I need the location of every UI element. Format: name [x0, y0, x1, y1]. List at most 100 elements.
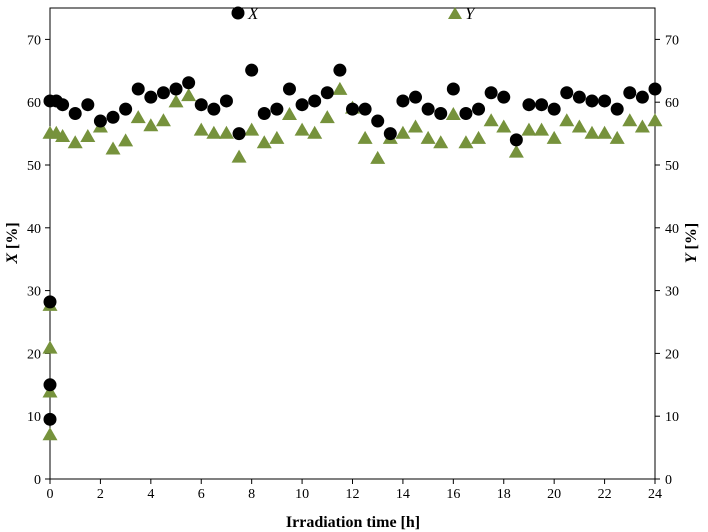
point-y [269, 130, 285, 144]
series-y [42, 81, 663, 441]
point-y [130, 110, 146, 124]
point-x [68, 107, 82, 121]
y-left-tick-label: 70 [27, 33, 41, 48]
point-x [194, 98, 208, 112]
point-y [218, 125, 234, 139]
point-x [409, 90, 423, 104]
point-y [244, 122, 260, 136]
point-y [634, 119, 650, 133]
x-tick-label: 6 [198, 487, 205, 502]
point-x [106, 110, 120, 124]
point-x [295, 98, 309, 112]
y-axis-left-unit: [%] [4, 222, 21, 253]
point-y [420, 130, 436, 144]
point-x [43, 412, 57, 426]
point-x [207, 102, 221, 116]
point-x [560, 86, 574, 100]
point-x [93, 114, 107, 128]
point-x [572, 90, 586, 104]
legend-x-marker [231, 6, 245, 20]
y-right-tick-label: 70 [665, 33, 679, 48]
y-axis-right-symbol: Y [683, 252, 700, 263]
x-tick-label: 20 [547, 487, 561, 502]
point-x [182, 76, 196, 90]
point-y [622, 113, 638, 127]
point-x [43, 378, 57, 392]
point-y [143, 118, 159, 132]
y-right-tick-label: 60 [665, 96, 679, 111]
x-tick-label: 4 [147, 487, 154, 502]
point-y [496, 119, 512, 133]
legend-x-label: X [247, 4, 259, 23]
point-y [80, 128, 96, 142]
point-x [484, 86, 498, 100]
y-right-tick-label: 50 [665, 159, 679, 174]
point-y [597, 125, 613, 139]
point-x [119, 102, 133, 116]
point-x [472, 102, 486, 116]
point-x [509, 133, 523, 147]
point-y [118, 133, 134, 147]
point-y [206, 125, 222, 139]
point-y [105, 141, 121, 155]
point-y [458, 135, 474, 149]
x-tick-label: 16 [446, 487, 460, 502]
point-x [81, 98, 95, 112]
legend: X Y [231, 4, 476, 23]
legend-y-marker [448, 7, 462, 19]
point-y [559, 113, 575, 127]
point-y [584, 125, 600, 139]
plot-area-frame [49, 7, 656, 480]
point-x [648, 82, 662, 96]
x-axis-title: Irradiation time [h] [286, 514, 420, 531]
x-tick-label: 8 [248, 487, 255, 502]
data-series [42, 63, 663, 441]
point-x [421, 102, 435, 116]
y-right-tick-label: 30 [665, 285, 679, 300]
point-y [55, 128, 71, 142]
x-tick-label: 10 [295, 487, 309, 502]
point-x [144, 90, 158, 104]
point-x [547, 102, 561, 116]
point-y [307, 125, 323, 139]
y-left-tick-label: 20 [27, 347, 41, 362]
point-x [635, 90, 649, 104]
y-left-tick-label: 0 [34, 473, 41, 488]
point-x [459, 107, 473, 121]
y-right-tick-label: 10 [665, 410, 679, 425]
point-y [408, 119, 424, 133]
x-tick-label: 14 [396, 487, 410, 502]
point-y [521, 122, 537, 136]
point-y [471, 130, 487, 144]
y-right-tick-label: 40 [665, 222, 679, 237]
x-tick-label: 0 [47, 487, 54, 502]
point-x [270, 102, 284, 116]
point-x [383, 127, 397, 141]
point-y [168, 94, 184, 108]
x-tick-label: 12 [346, 487, 360, 502]
point-x [358, 102, 372, 116]
y-left-tick-label: 40 [27, 222, 41, 237]
y-left-tick-label: 30 [27, 285, 41, 300]
y-axis-left-title: X [%] [4, 222, 21, 264]
x-tick-label: 22 [598, 487, 612, 502]
y-axis-left-symbol: X [4, 253, 21, 265]
y-axis-right-unit: [%] [683, 223, 700, 254]
series-x [43, 63, 662, 426]
y-axis-right-title: Y [%] [683, 223, 700, 263]
point-x [434, 107, 448, 121]
point-y [546, 130, 562, 144]
point-y [370, 150, 386, 164]
y-right-tick-label: 0 [665, 473, 672, 488]
point-y [357, 130, 373, 144]
point-x [598, 94, 612, 108]
point-x [43, 295, 57, 309]
point-x [169, 82, 183, 96]
point-x [156, 86, 170, 100]
point-y [281, 106, 297, 120]
point-x [522, 98, 536, 112]
point-y [395, 125, 411, 139]
point-y [534, 122, 550, 136]
point-y [319, 110, 335, 124]
